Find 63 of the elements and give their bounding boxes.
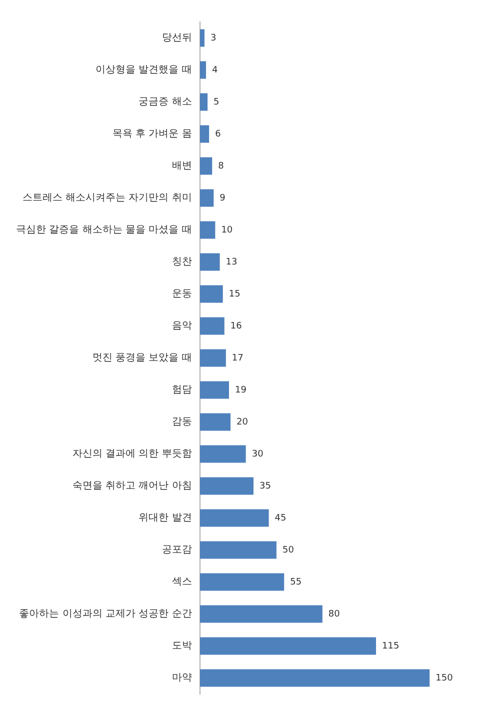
y-tick-label: 위대한 발견 bbox=[138, 512, 192, 524]
data-label: 35 bbox=[259, 481, 271, 492]
data-label: 13 bbox=[226, 257, 238, 268]
y-tick-label: 자신의 결과에 의한 뿌듯함 bbox=[72, 448, 192, 460]
data-label: 80 bbox=[328, 609, 340, 620]
data-label: 45 bbox=[274, 513, 286, 524]
y-tick-label: 당선뒤 bbox=[162, 32, 192, 44]
bar bbox=[200, 445, 246, 463]
bar bbox=[200, 413, 231, 431]
bar bbox=[200, 637, 376, 655]
data-label: 19 bbox=[234, 385, 247, 396]
y-tick-label: 공포감 bbox=[162, 544, 192, 556]
data-label: 8 bbox=[218, 161, 224, 172]
bar bbox=[200, 541, 276, 559]
y-tick-label: 숙면을 취하고 깨어난 아침 bbox=[72, 480, 192, 492]
data-label: 115 bbox=[382, 641, 400, 652]
y-tick-label: 목욕 후 가벼운 몸 bbox=[112, 128, 192, 140]
y-tick-label: 스트레스 해소시켜주는 자기만의 취미 bbox=[22, 192, 192, 204]
y-tick-label: 배변 bbox=[172, 160, 192, 172]
y-tick-label: 감동 bbox=[172, 416, 192, 428]
y-tick-label: 궁금증 해소 bbox=[138, 96, 192, 108]
data-label: 55 bbox=[290, 577, 302, 588]
data-label: 3 bbox=[210, 33, 216, 44]
data-label: 6 bbox=[215, 129, 222, 140]
bar bbox=[200, 477, 254, 495]
data-label: 10 bbox=[221, 225, 233, 236]
y-tick-label: 이상형을 발견했을 때 bbox=[96, 64, 192, 76]
y-tick-label: 운동 bbox=[172, 288, 192, 300]
bar bbox=[200, 573, 284, 591]
bar bbox=[200, 93, 208, 111]
y-tick-label: 도박 bbox=[172, 640, 192, 652]
bar bbox=[200, 189, 214, 207]
data-label: 4 bbox=[212, 65, 218, 76]
bar bbox=[200, 285, 223, 303]
bar bbox=[200, 221, 216, 239]
bar bbox=[200, 61, 206, 79]
bar bbox=[200, 509, 269, 527]
data-label: 150 bbox=[436, 673, 454, 684]
bar bbox=[200, 381, 229, 399]
data-label: 50 bbox=[282, 545, 294, 556]
y-tick-label: 마약 bbox=[172, 672, 192, 684]
bar bbox=[200, 125, 210, 143]
bar bbox=[200, 317, 224, 335]
bar bbox=[200, 29, 204, 47]
data-label: 16 bbox=[230, 321, 242, 332]
bar bbox=[200, 605, 322, 623]
data-label: 20 bbox=[236, 417, 248, 428]
y-tick-label: 섹스 bbox=[172, 576, 192, 588]
y-tick-label: 칭찬 bbox=[172, 256, 192, 268]
y-tick-label: 험담 bbox=[172, 384, 192, 396]
y-tick-label: 음악 bbox=[172, 320, 192, 332]
bar bbox=[200, 253, 220, 271]
data-label: 15 bbox=[228, 289, 240, 300]
bar bbox=[200, 157, 212, 175]
data-label: 5 bbox=[214, 97, 220, 108]
data-label: 30 bbox=[252, 449, 264, 460]
data-label: 17 bbox=[232, 353, 244, 364]
bar bbox=[200, 349, 226, 367]
y-tick-label: 좋아하는 이성과의 교제가 성공한 순간 bbox=[19, 608, 192, 620]
y-tick-label: 멋진 풍경을 보았을 때 bbox=[92, 352, 192, 364]
y-tick-label: 극심한 갈증을 해소하는 물을 마셨을 때 bbox=[16, 224, 192, 236]
data-label: 9 bbox=[220, 193, 226, 204]
bar bbox=[200, 669, 430, 687]
